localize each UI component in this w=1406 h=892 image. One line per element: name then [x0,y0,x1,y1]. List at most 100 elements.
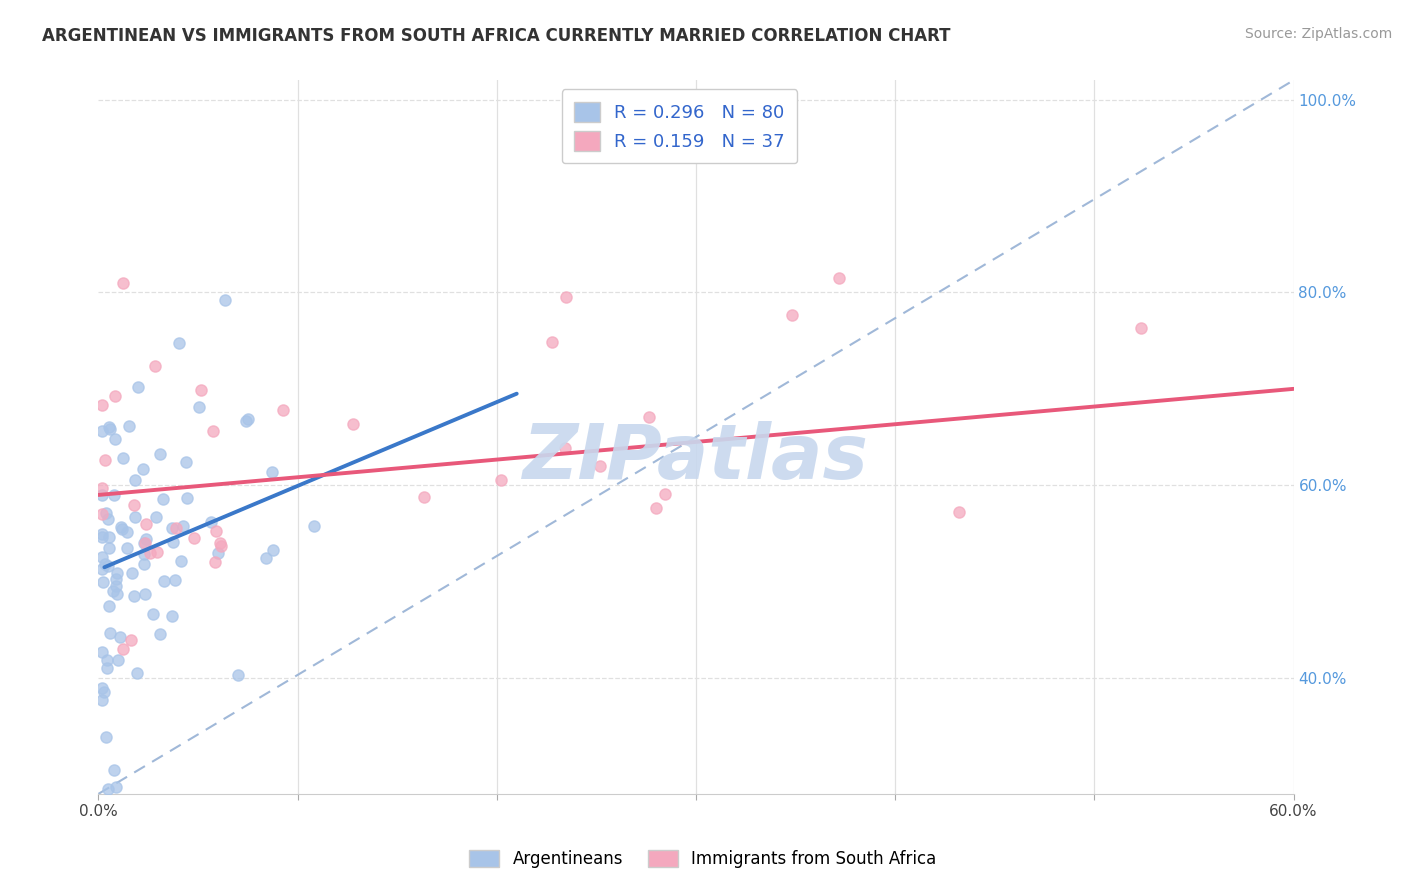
Point [103,488,125,502]
Point [167,336,190,351]
Point [948,505,970,519]
Point [94,730,117,744]
Point [97,782,120,797]
Point [105,780,128,794]
Point [104,579,127,593]
Point [107,653,129,667]
Point [124,473,146,487]
Legend: Argentineans, Immigrants from South Africa: Argentineans, Immigrants from South Afri… [463,843,943,875]
Point [110,519,132,533]
Point [342,417,364,431]
Point [121,566,143,581]
Point [413,490,436,504]
Point [103,583,125,598]
Point [638,409,661,424]
Point [143,359,166,373]
Point [98,529,121,543]
Point [124,509,146,524]
Point [97,541,120,555]
Point [110,630,132,644]
Point [271,403,294,417]
Point [204,555,226,569]
Point [96,653,118,667]
Point [118,419,141,434]
Point [103,763,125,777]
Point [176,491,198,506]
Point [190,383,212,397]
Point [98,625,121,640]
Point [589,458,612,473]
Point [111,450,134,465]
Point [134,536,156,550]
Point [262,542,284,557]
Point [112,277,135,291]
Point [554,441,576,455]
Point [541,335,564,350]
Point [91,693,114,707]
Point [149,447,172,461]
Point [122,498,145,512]
Point [163,573,186,587]
Point [202,424,225,438]
Legend: R = 0.296   N = 80, R = 0.159   N = 37: R = 0.296 N = 80, R = 0.159 N = 37 [561,89,797,163]
Point [135,516,157,531]
Point [91,488,114,502]
Text: Source: ZipAtlas.com: Source: ZipAtlas.com [1244,27,1392,41]
Point [94,453,117,467]
Point [91,550,114,565]
Point [153,574,176,589]
Point [91,424,114,438]
Point [165,521,187,535]
Point [207,546,229,560]
Point [91,398,114,412]
Point [91,681,114,696]
Point [491,474,513,488]
Point [97,559,120,574]
Point [187,401,209,415]
Point [91,507,114,521]
Point [209,535,232,549]
Text: ARGENTINEAN VS IMMIGRANTS FROM SOUTH AFRICA CURRENTLY MARRIED CORRELATION CHART: ARGENTINEAN VS IMMIGRANTS FROM SOUTH AFR… [42,27,950,45]
Point [139,546,162,560]
Point [134,587,156,601]
Point [105,587,128,601]
Point [111,641,134,656]
Point [262,465,284,479]
Point [115,541,138,555]
Point [254,550,277,565]
Point [127,665,149,680]
Point [152,491,174,506]
Point [141,607,163,621]
Point [91,527,114,541]
Text: ZIPatlas: ZIPatlas [523,422,869,495]
Point [162,535,184,549]
Point [93,685,115,699]
Point [145,545,167,559]
Point [98,422,121,436]
Point [97,512,120,526]
Point [132,536,155,550]
Point [205,524,228,539]
Point [172,519,194,533]
Point [214,293,236,307]
Point [94,557,117,571]
Point [132,462,155,476]
Point [200,516,222,530]
Point [96,660,118,674]
Point [91,574,114,589]
Point [124,589,146,603]
Point [304,518,326,533]
Point [238,412,260,426]
Point [105,566,128,581]
Point [1130,321,1153,335]
Point [104,432,127,446]
Point [174,455,197,469]
Point [94,506,117,520]
Point [555,290,578,304]
Point [148,626,170,640]
Point [104,572,127,586]
Point [827,271,849,285]
Point [235,414,257,428]
Point [160,520,183,534]
Point [91,530,114,544]
